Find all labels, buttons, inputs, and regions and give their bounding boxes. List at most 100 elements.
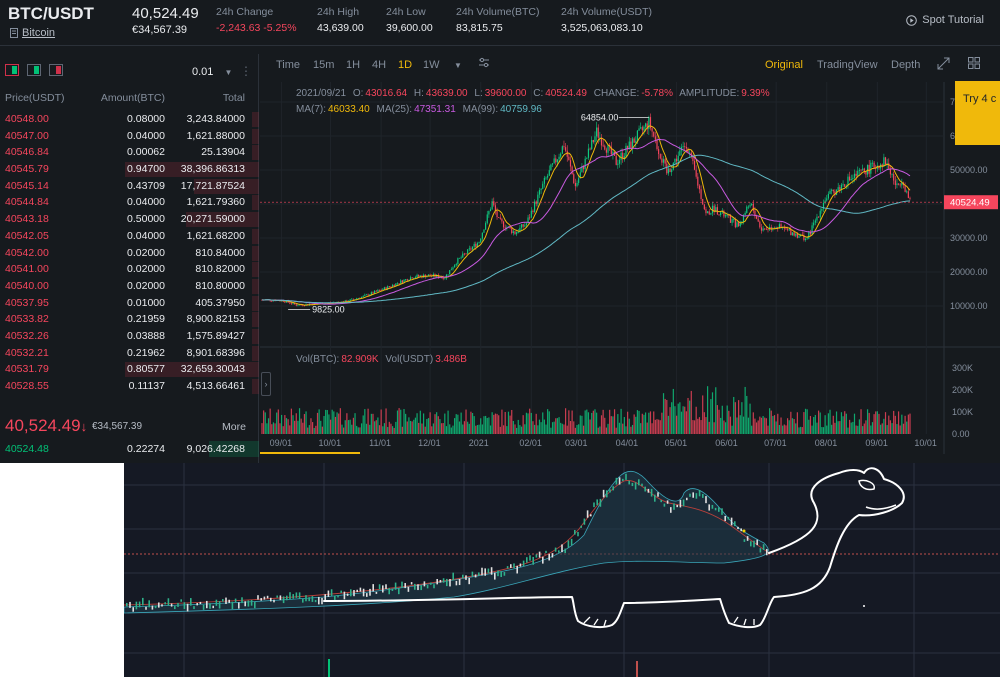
volume-bar (868, 412, 870, 434)
interval-dropdown-icon[interactable]: ▼ (454, 61, 462, 70)
volume-bar (897, 411, 900, 434)
ask-row[interactable]: 40548.00 0.08000 3,243.84000 (0, 111, 259, 128)
candle-body (427, 274, 430, 277)
ask-row[interactable]: 40532.26 0.03888 1,575.89427 (0, 328, 259, 345)
drawing-candle (593, 502, 595, 508)
volume-bar (476, 425, 479, 434)
volume-bar (298, 408, 301, 434)
ask-row[interactable]: 40546.84 0.00062 25.13904 (0, 144, 259, 161)
last-price: 40,524.49 (132, 5, 199, 22)
ask-row[interactable]: 40531.79 0.80577 32,659.30043 (0, 361, 259, 378)
volume-bar (362, 415, 364, 434)
candle-body (473, 243, 475, 247)
volume-bar (651, 423, 653, 434)
ask-row[interactable]: 40532.21 0.21962 8,901.68396 (0, 345, 259, 362)
view-original[interactable]: Original (765, 59, 803, 71)
drawing-candle (295, 592, 298, 598)
orderbook-both-icon[interactable] (5, 64, 19, 76)
view-tradingview[interactable]: TradingView (817, 59, 878, 71)
ask-row[interactable]: 40545.14 0.43709 17,721.87524 (0, 178, 259, 195)
candle-body (470, 248, 472, 250)
volume-bar (814, 414, 816, 434)
orderbook-asks-icon[interactable] (49, 64, 63, 76)
orderbook-last-eur: €34,567.39 (92, 421, 143, 432)
volume-bar (524, 424, 526, 434)
candle-body (409, 277, 412, 280)
layout-grid-icon[interactable] (968, 57, 980, 72)
volume-bar (850, 422, 852, 434)
drawing-candle (391, 588, 394, 591)
candle-body (689, 152, 691, 154)
volume-bar (475, 425, 477, 434)
candle-body (292, 302, 294, 304)
ask-row[interactable]: 40547.00 0.04000 1,621.88000 (0, 128, 259, 145)
bid-row[interactable]: 40524.48 0.22274 9,026.42268 (0, 441, 259, 457)
candle-body (865, 171, 867, 175)
interval-4h[interactable]: 4H (372, 59, 387, 71)
panel-collapse-handle[interactable]: › (261, 372, 271, 396)
volume-bar (269, 408, 271, 434)
drawing-candle (538, 551, 541, 558)
candle-body (638, 128, 640, 131)
ask-row[interactable]: 40543.18 0.50000 20,271.59000 (0, 211, 259, 228)
volume-bar (414, 417, 417, 434)
ask-row[interactable]: 40542.00 0.02000 810.84000 (0, 245, 259, 262)
precision-value[interactable]: 0.01 (192, 66, 214, 78)
chart-area: Time 15m 1H 4H 1D 1W ▼ Original TradingV… (260, 54, 1000, 463)
spot-tutorial-link[interactable]: Spot Tutorial (906, 14, 984, 26)
drawing-candle (513, 563, 515, 569)
interval-1w[interactable]: 1W (423, 59, 440, 71)
interval-1d[interactable]: 1D (398, 59, 413, 71)
candle-body (429, 274, 431, 276)
candle-body (860, 169, 862, 171)
price-chart[interactable]: 10000.0020000.0030000.0040000.0050000.00… (260, 82, 1000, 454)
ask-row[interactable]: 40544.84 0.04000 1,621.79360 (0, 194, 259, 211)
drawing-candle (446, 578, 448, 587)
coin-link[interactable]: Bitcoin (10, 27, 55, 39)
ask-row[interactable]: 40537.95 0.01000 405.37950 (0, 295, 259, 312)
drawing-candle (225, 597, 227, 604)
volume-bar (754, 418, 756, 434)
volume-bar (880, 424, 882, 434)
ask-row[interactable]: 40545.79 0.94700 38,396.86313 (0, 161, 259, 178)
ask-row[interactable]: 40540.00 0.02000 810.80000 (0, 278, 259, 295)
candle-body (844, 184, 846, 187)
pair-title[interactable]: BTC/USDT (8, 4, 94, 23)
fullscreen-icon[interactable] (937, 57, 950, 73)
volume-bar (602, 409, 604, 434)
more-options-icon[interactable]: ⋮ (240, 64, 252, 78)
drawing-candle (407, 586, 410, 592)
view-depth[interactable]: Depth (891, 59, 921, 71)
drawing-candle (679, 499, 682, 508)
ask-amount: 0.04000 (127, 229, 165, 242)
volume-bar (685, 411, 687, 434)
drawing-candle (215, 599, 218, 606)
volume-bar (586, 409, 588, 434)
more-link[interactable]: More (222, 421, 246, 433)
coin-name[interactable]: Bitcoin (22, 27, 56, 39)
ask-row[interactable]: 40542.05 0.04000 1,621.68200 (0, 228, 259, 245)
volume-bar (630, 426, 632, 434)
tutorial-label[interactable]: Spot Tutorial (922, 14, 984, 26)
volume-bar (436, 412, 438, 434)
volume-bar (395, 421, 397, 434)
ask-row[interactable]: 40533.82 0.21959 8,900.82153 (0, 311, 259, 328)
ask-price: 40528.55 (5, 380, 49, 392)
volume-bar (886, 425, 888, 434)
indicator-settings-icon[interactable] (478, 57, 490, 72)
candle-body (491, 201, 493, 210)
candle-body (405, 279, 407, 281)
try-banner[interactable]: Try 4 c (955, 81, 1000, 145)
interval-time[interactable]: Time (276, 59, 301, 71)
ask-row[interactable]: 40541.00 0.02000 810.82000 (0, 261, 259, 278)
precision-select[interactable]: 0.01 ▼ (192, 66, 232, 78)
orderbook-bids-icon[interactable] (27, 64, 41, 76)
interval-15m[interactable]: 15m (313, 59, 335, 71)
volume-bar (555, 418, 557, 434)
candle-body (832, 189, 834, 192)
drawing-candle (519, 563, 522, 567)
drawing-candle (439, 579, 442, 583)
volume-bar (434, 414, 436, 434)
ask-row[interactable]: 40528.55 0.11137 4,513.66461 (0, 378, 259, 395)
interval-1h[interactable]: 1H (346, 59, 361, 71)
